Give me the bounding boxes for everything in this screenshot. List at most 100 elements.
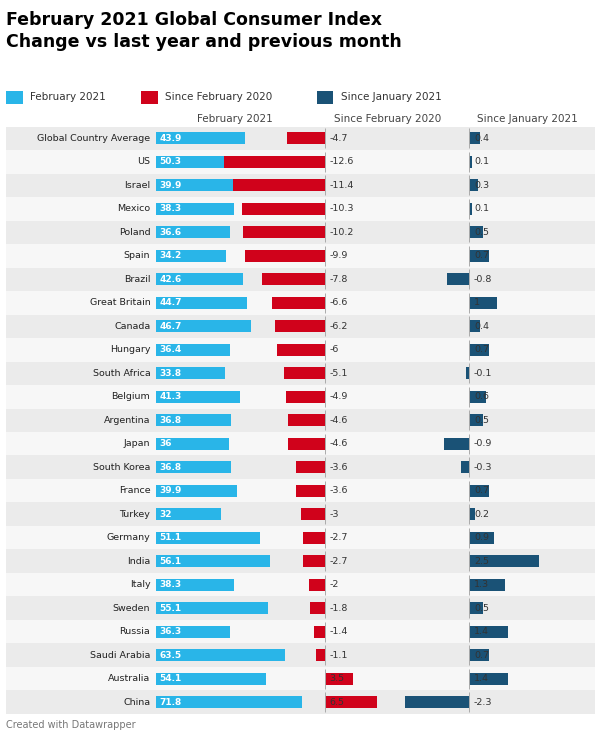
Text: Hungary: Hungary bbox=[110, 345, 150, 354]
Text: -1.8: -1.8 bbox=[330, 604, 348, 612]
Bar bbox=[156, 367, 225, 379]
Bar bbox=[6, 690, 595, 714]
Bar bbox=[156, 555, 270, 567]
Text: 39.9: 39.9 bbox=[160, 181, 182, 190]
Bar bbox=[469, 602, 483, 615]
Bar bbox=[469, 531, 494, 544]
Text: 0.5: 0.5 bbox=[474, 416, 489, 425]
Text: 39.9: 39.9 bbox=[160, 486, 182, 495]
Text: Japan: Japan bbox=[124, 439, 150, 448]
Bar bbox=[311, 602, 325, 615]
Bar bbox=[469, 156, 472, 168]
Text: 6.5: 6.5 bbox=[330, 698, 344, 707]
Bar bbox=[156, 297, 247, 309]
Bar bbox=[6, 221, 595, 244]
Text: France: France bbox=[118, 486, 150, 495]
Bar bbox=[272, 297, 325, 309]
Bar bbox=[156, 320, 251, 333]
Text: -0.3: -0.3 bbox=[474, 463, 492, 472]
Text: Saudi Arabia: Saudi Arabia bbox=[90, 651, 150, 659]
Text: 50.3: 50.3 bbox=[160, 158, 182, 166]
Bar bbox=[287, 132, 325, 144]
Text: 0.2: 0.2 bbox=[474, 510, 489, 519]
Bar bbox=[6, 620, 595, 643]
Bar bbox=[6, 338, 595, 361]
Bar bbox=[461, 461, 469, 473]
Bar bbox=[288, 438, 325, 450]
Text: -3.6: -3.6 bbox=[330, 463, 348, 472]
Text: 0.7: 0.7 bbox=[474, 651, 489, 659]
Bar bbox=[156, 531, 260, 544]
Text: Since January 2021: Since January 2021 bbox=[477, 114, 578, 124]
Bar bbox=[284, 367, 325, 379]
Text: -0.9: -0.9 bbox=[474, 439, 492, 448]
Bar bbox=[405, 696, 469, 708]
Text: 0.9: 0.9 bbox=[474, 533, 489, 542]
Text: 0.4: 0.4 bbox=[474, 322, 489, 330]
Text: -4.6: -4.6 bbox=[330, 439, 348, 448]
Bar bbox=[156, 250, 225, 262]
Text: 0.7: 0.7 bbox=[474, 345, 489, 354]
Text: 0.1: 0.1 bbox=[474, 205, 489, 213]
Text: -4.6: -4.6 bbox=[330, 416, 348, 425]
Bar bbox=[141, 91, 157, 104]
Text: 0.3: 0.3 bbox=[474, 181, 489, 190]
Bar bbox=[469, 297, 497, 309]
Text: 1.4: 1.4 bbox=[474, 627, 489, 636]
Bar bbox=[469, 320, 480, 333]
Text: Israel: Israel bbox=[124, 181, 150, 190]
Bar bbox=[6, 314, 595, 338]
Bar bbox=[156, 484, 237, 497]
Bar bbox=[469, 555, 539, 567]
Text: Spain: Spain bbox=[124, 251, 150, 261]
Text: 2.5: 2.5 bbox=[474, 556, 489, 566]
Bar bbox=[156, 226, 230, 238]
Bar bbox=[301, 508, 325, 520]
Text: 0.5: 0.5 bbox=[474, 228, 489, 237]
Text: -5.1: -5.1 bbox=[330, 369, 348, 378]
Bar bbox=[6, 385, 595, 408]
Text: Belgium: Belgium bbox=[112, 392, 150, 401]
Bar bbox=[304, 555, 325, 567]
Bar bbox=[469, 344, 489, 356]
Bar bbox=[6, 573, 595, 596]
Bar bbox=[242, 202, 325, 215]
Bar bbox=[245, 250, 325, 262]
Text: -4.9: -4.9 bbox=[330, 392, 348, 401]
Text: 32: 32 bbox=[160, 510, 172, 519]
Bar bbox=[6, 91, 22, 104]
Text: -2: -2 bbox=[330, 580, 339, 590]
Text: 38.3: 38.3 bbox=[160, 205, 182, 213]
Bar bbox=[469, 180, 478, 191]
Bar bbox=[6, 197, 595, 221]
Bar bbox=[469, 250, 489, 262]
Bar bbox=[156, 180, 237, 191]
Bar bbox=[325, 673, 353, 684]
Text: Germany: Germany bbox=[106, 533, 150, 542]
Bar bbox=[6, 150, 595, 174]
Text: -0.1: -0.1 bbox=[474, 369, 492, 378]
Bar bbox=[262, 273, 325, 286]
Text: Global Country Average: Global Country Average bbox=[37, 134, 150, 143]
Bar bbox=[243, 226, 325, 238]
Text: Australia: Australia bbox=[108, 674, 150, 683]
Text: -3: -3 bbox=[330, 510, 339, 519]
Text: 0.4: 0.4 bbox=[474, 134, 489, 143]
Text: -3.6: -3.6 bbox=[330, 486, 348, 495]
Bar bbox=[233, 180, 325, 191]
Text: -6.2: -6.2 bbox=[330, 322, 348, 330]
Bar bbox=[6, 268, 595, 291]
Text: US: US bbox=[137, 158, 150, 166]
Text: -4.7: -4.7 bbox=[330, 134, 348, 143]
Bar bbox=[316, 649, 325, 661]
Text: -9.9: -9.9 bbox=[330, 251, 348, 261]
Text: 43.9: 43.9 bbox=[160, 134, 182, 143]
Bar bbox=[469, 414, 483, 426]
Bar bbox=[469, 484, 489, 497]
Text: Brazil: Brazil bbox=[124, 275, 150, 284]
Text: 71.8: 71.8 bbox=[160, 698, 182, 707]
Text: India: India bbox=[127, 556, 150, 566]
Bar bbox=[156, 578, 234, 591]
Text: Mexico: Mexico bbox=[117, 205, 150, 213]
Text: 34.2: 34.2 bbox=[160, 251, 182, 261]
